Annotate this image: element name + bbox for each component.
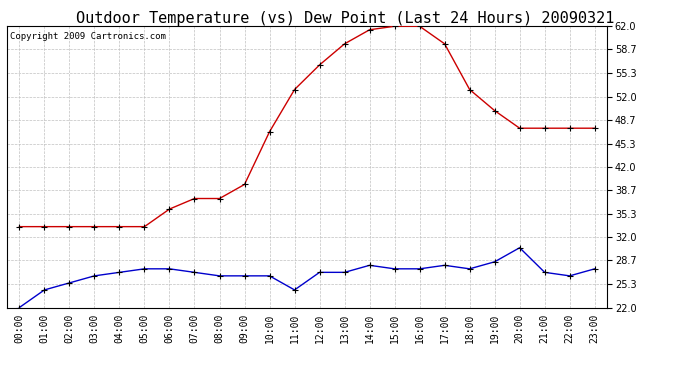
Text: Outdoor Temperature (vs) Dew Point (Last 24 Hours) 20090321: Outdoor Temperature (vs) Dew Point (Last…	[76, 11, 614, 26]
Text: Copyright 2009 Cartronics.com: Copyright 2009 Cartronics.com	[10, 32, 166, 41]
